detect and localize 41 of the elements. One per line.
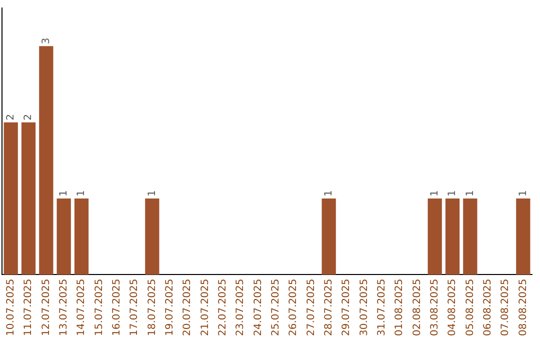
x-tick-label: 13.07.2025 [58,278,70,336]
x-tick-label: 25.07.2025 [270,278,282,336]
x-tick-label: 03.08.2025 [429,278,440,336]
x-tick-label: 19.07.2025 [164,278,176,336]
x-tick-label: 27.07.2025 [306,278,317,336]
data-label: 2 [5,114,16,120]
data-label: 1 [146,190,158,197]
x-tick-label: 24.07.2025 [252,278,264,336]
x-tick-label: 21.07.2025 [200,278,211,336]
x-tick-label: 29.07.2025 [341,278,352,336]
data-label: 1 [518,190,529,197]
x-tick-label: 11.07.2025 [23,278,34,336]
x-tick-label: 07.08.2025 [500,278,512,336]
x-tick-label: 02.08.2025 [412,278,423,336]
data-label: 1 [447,190,458,197]
x-tick-label: 01.08.2025 [394,278,406,336]
data-label: 1 [323,190,334,197]
x-tick-label: 18.07.2025 [146,278,158,336]
data-label: 1 [464,190,476,197]
x-tick-label: 12.07.2025 [40,278,52,336]
x-tick-label: 23.07.2025 [235,278,246,336]
x-tick-label: 26.07.2025 [288,278,300,336]
x-tick-label: 22.07.2025 [217,278,228,336]
data-label: 1 [58,190,70,197]
x-tick-label: 06.08.2025 [482,278,494,336]
x-tick-label: 04.08.2025 [447,278,458,336]
x-tick-label: 05.08.2025 [464,278,476,336]
x-tick-label: 17.07.2025 [129,278,140,336]
x-tick-label: 28.07.2025 [323,278,334,336]
x-tick-label: 10.07.2025 [5,278,16,336]
data-label: 1 [429,190,440,197]
x-tick-label: 20.07.2025 [182,278,194,336]
x-tick-label: 31.07.2025 [376,278,388,336]
x-tick-label: 08.08.2025 [518,278,529,336]
x-tick-label: 16.07.2025 [111,278,122,336]
x-tick-label: 14.07.2025 [76,278,88,336]
x-tick-label: 30.07.2025 [358,278,370,336]
data-label: 3 [40,38,52,44]
data-label: 1 [76,190,88,197]
x-tick-label: 15.07.2025 [94,278,105,336]
data-label: 2 [23,114,34,120]
